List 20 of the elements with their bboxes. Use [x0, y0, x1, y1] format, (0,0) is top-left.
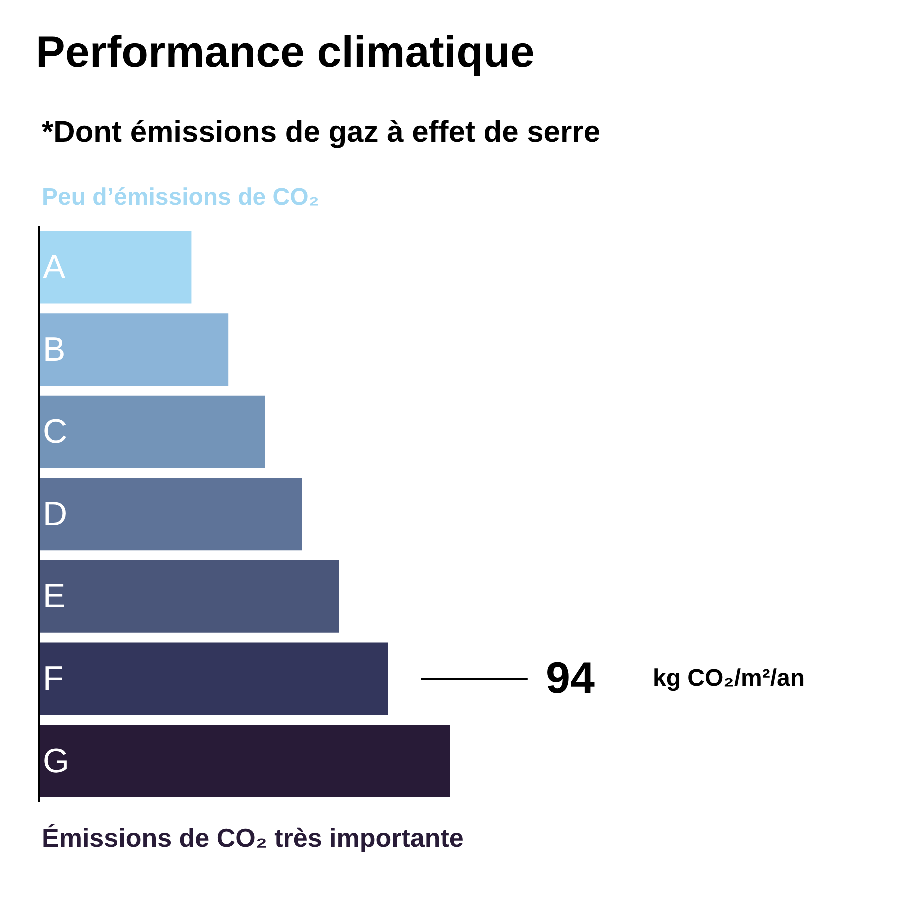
bar: [40, 231, 192, 304]
bar: [40, 314, 229, 386]
y-tick-label: C: [43, 413, 68, 452]
bar: [40, 560, 340, 633]
text: 94: [546, 654, 596, 703]
y-tick-label: A: [43, 248, 66, 287]
text: Émissions de CO₂ très importante: [42, 823, 464, 853]
bar: [40, 478, 302, 551]
bar: [40, 396, 266, 468]
y-tick-label: F: [43, 660, 64, 698]
y-tick-label: B: [43, 330, 66, 369]
y-tick-label: D: [43, 495, 68, 534]
chart-subtitle: *Dont émissions de gaz à effet de serre: [42, 116, 601, 149]
y-tick-label: G: [43, 742, 70, 780]
bar: [40, 725, 450, 798]
y-tick-label: E: [43, 578, 66, 616]
chart-title: Performance climatique: [36, 28, 535, 77]
text: kg CO₂/m²/an: [653, 665, 806, 692]
bar: [40, 642, 388, 716]
text: Peu d’émissions de CO₂: [42, 184, 320, 211]
